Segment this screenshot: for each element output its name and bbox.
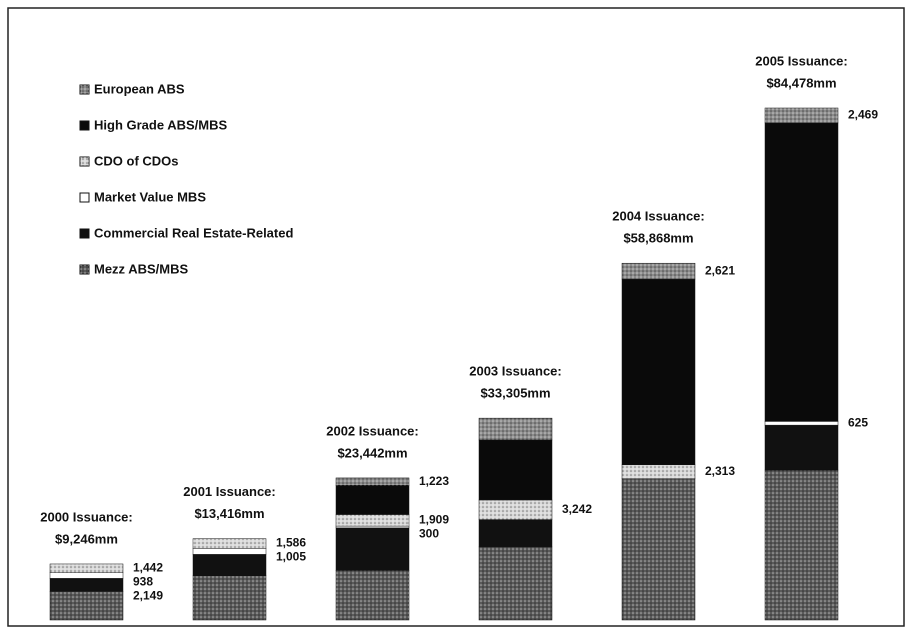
bar-segment: [335, 485, 410, 515]
bar-texture: [336, 514, 409, 527]
bar-segment: [764, 424, 839, 471]
bar-texture: [336, 570, 409, 620]
value-label: 2,313: [705, 464, 735, 478]
value-label: 3,242: [562, 502, 592, 516]
legend-texture: [80, 265, 89, 274]
bar-segment: [478, 519, 553, 548]
bar-texture: [50, 563, 123, 573]
legend-label: European ABS: [94, 81, 185, 96]
total-label: 2000 Issuance: $9,246mm: [40, 509, 133, 546]
value-label: 2,149: [133, 589, 163, 603]
legend-label: Mezz ABS/MBS: [94, 261, 188, 276]
bar-texture: [193, 575, 266, 620]
value-label: 625: [848, 415, 868, 429]
total-label: 2003 Issuance: $33,305mm: [469, 364, 562, 401]
category-label: 2000 Issuance:: [40, 509, 133, 524]
total-value-label: $9,246mm: [55, 531, 118, 546]
legend-swatch: [79, 120, 90, 131]
bar-texture: [479, 418, 552, 440]
bar-texture: [622, 464, 695, 479]
bar-segment: [335, 527, 410, 571]
bar-texture: [50, 591, 123, 620]
value-label: 1,586: [276, 536, 306, 550]
value-label: 300: [419, 526, 439, 540]
category-label: 2002 Issuance:: [326, 423, 419, 438]
bar-segment: [49, 578, 124, 592]
bar-texture: [765, 108, 838, 123]
value-label: 938: [133, 575, 153, 589]
bar-segment: [764, 421, 839, 426]
total-value-label: $13,416mm: [194, 506, 264, 521]
total-label: 2002 Issuance: $23,442mm: [326, 423, 419, 460]
value-label: 1,223: [419, 474, 449, 488]
bar-segment: [49, 572, 124, 579]
bar-segment: [335, 525, 410, 529]
total-value-label: $58,868mm: [623, 231, 693, 246]
bar-texture: [479, 546, 552, 620]
category-label: 2001 Issuance:: [183, 484, 276, 499]
legend-texture: [80, 157, 89, 166]
total-value-label: $23,442mm: [337, 445, 407, 460]
bar-segment: [621, 278, 696, 466]
value-label: 1,005: [276, 550, 306, 564]
frame: [7, 7, 905, 627]
bar-segment: [478, 439, 553, 501]
total-value-label: $84,478mm: [766, 75, 836, 90]
bar-segment: [192, 548, 267, 555]
bar-texture: [193, 538, 266, 549]
total-label: 2004 Issuance: $58,868mm: [612, 209, 705, 246]
category-label: 2003 Issuance:: [469, 364, 562, 379]
value-label: 1,442: [133, 561, 163, 575]
category-label: 2005 Issuance:: [755, 53, 848, 68]
legend: Mezz ABS/MBS Commercial Real Estate-Relat…: [79, 81, 293, 276]
bar-segment: [192, 554, 267, 577]
category-label: 2004 Issuance:: [612, 209, 705, 224]
legend-label: Commercial Real Estate-Related: [94, 225, 293, 240]
total-value-label: $33,305mm: [480, 386, 550, 401]
bar-segment: [764, 122, 839, 422]
legend-label: CDO of CDOs: [94, 153, 179, 168]
bar-texture: [479, 499, 552, 520]
total-label: 2005 Issuance: $84,478mm: [755, 53, 848, 90]
bar-texture: [622, 478, 695, 620]
legend-label: High Grade ABS/MBS: [94, 117, 227, 132]
legend-swatch: [79, 228, 90, 239]
legend-texture: [80, 85, 89, 94]
value-label: 1,909: [419, 512, 449, 526]
legend-label: Market Value MBS: [94, 189, 206, 204]
total-label: 2001 Issuance: $13,416mm: [183, 484, 276, 521]
bar-texture: [765, 469, 838, 620]
bar-texture: [622, 263, 695, 280]
bar-texture: [336, 477, 409, 486]
legend-swatch: [79, 192, 90, 203]
value-label: 2,469: [848, 108, 878, 122]
value-label: 2,621: [705, 263, 735, 277]
